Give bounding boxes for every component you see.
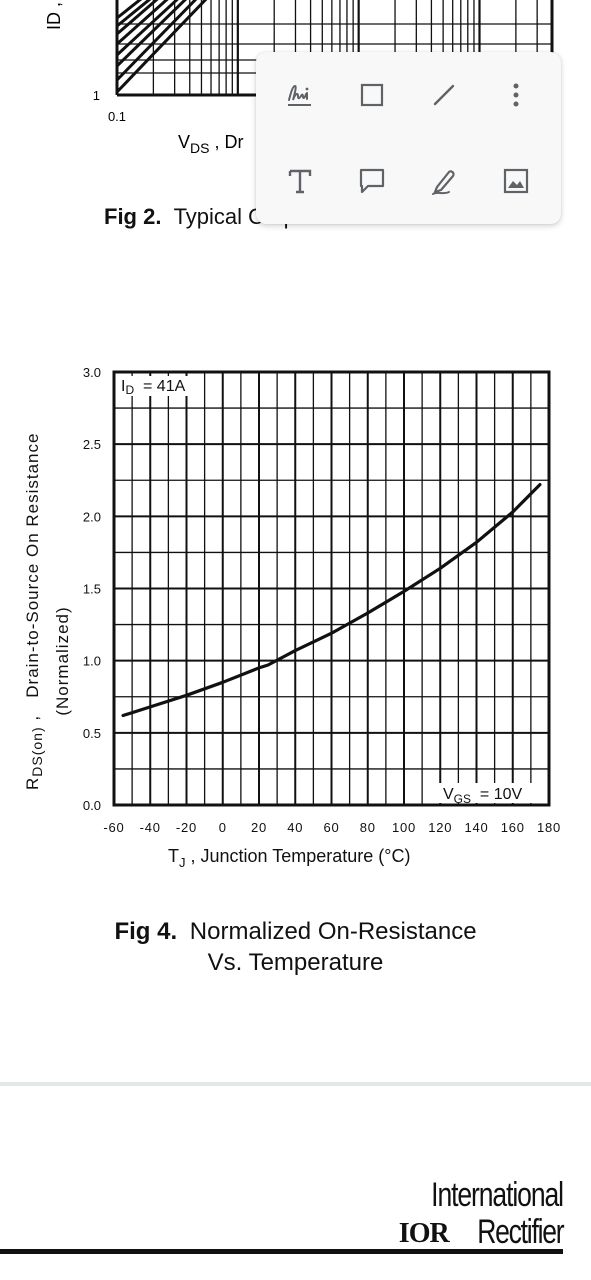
- fig4-plot-frame: [112, 370, 551, 807]
- fig4-y-tick-label: 1.5: [83, 582, 101, 597]
- logo-text-international: International: [431, 1176, 564, 1214]
- fig2-curve: [116, 0, 143, 20]
- fig4-grid: [112, 370, 551, 807]
- fig4-series-line: [121, 482, 542, 718]
- fig4-caption: Fig 4. Normalized On-Resistance Vs. Temp…: [0, 916, 591, 978]
- fig2-curve: [116, 0, 169, 46]
- fig2-curve: [116, 0, 159, 36]
- image-tool-button[interactable]: [492, 157, 540, 205]
- fig2-x-axis-label: VDS , Dr: [178, 132, 243, 156]
- fig4-x-tick-label: 40: [287, 820, 303, 835]
- fig2-y-axis-label: ID ,: [44, 2, 64, 30]
- fig4-x-tick-label: -20: [176, 820, 197, 835]
- fig4-y-tick-labels: 0.0 0.5 1.0 1.5 2.0 2.5 3.0: [83, 365, 101, 813]
- footer-rule: [0, 1249, 563, 1254]
- fig4-x-axis-label: TJ , Junction Temperature (°C): [168, 846, 410, 870]
- rectangle-tool-button[interactable]: [348, 71, 396, 119]
- fig2-curves: [115, 0, 208, 94]
- fig2-curve: [116, 0, 152, 28]
- fig4-x-tick-label: 60: [323, 820, 339, 835]
- fig4-chart: -60 -40 -20 0 20 40 60 80 100 120 140 160 180 0.0 0.5…: [23, 365, 561, 870]
- rectangle-icon: [360, 83, 384, 107]
- fig4-y-tick-label: 2.5: [83, 437, 101, 452]
- logo-text-rectifier: Rectifier: [476, 1213, 564, 1251]
- fig4-x-tick-labels: -60 -40 -20 0 20 40 60 80 100 120 140 160 180: [103, 820, 561, 835]
- line-tool-button[interactable]: [420, 71, 468, 119]
- fig4-x-tick-label: -40: [140, 820, 161, 835]
- page-divider: [0, 1082, 591, 1086]
- fig4-x-tick-label: -60: [103, 820, 124, 835]
- signature-icon: [288, 84, 311, 106]
- fig2-curve: [115, 0, 198, 82]
- fig4-y-tick-label: 3.0: [83, 365, 101, 380]
- company-logo: IOR Rectifier: [398, 1213, 564, 1251]
- fig2-caption-label: Fig 2.: [104, 204, 162, 229]
- fig4-caption-line1: Normalized On-Resistance: [189, 918, 477, 945]
- fig4-x-tick-label: 20: [251, 820, 267, 835]
- pen-tool-button[interactable]: [420, 157, 468, 205]
- fig4-y-tick-label: 0.0: [83, 798, 101, 813]
- fig4-x-tick-label: 80: [360, 820, 376, 835]
- fig4-y-tick-label: 2.0: [83, 509, 101, 524]
- logo-ior-mark: IOR: [398, 1218, 450, 1249]
- text-icon: [288, 169, 312, 194]
- fig4-caption-line2: Vs. Temperature: [207, 949, 384, 976]
- fig4-annotation-id: ID = 41A: [121, 378, 186, 397]
- fig4-x-tick-label: 100: [392, 820, 416, 835]
- fig4-y-axis-label: RDS(on) , Drain-to-Source On Resistance: [23, 433, 45, 790]
- fig2-curve: [115, 0, 179, 57]
- fig4-annotation-vgs: VGS = 10V: [443, 786, 522, 806]
- image-icon: [503, 168, 529, 194]
- fig2-curve: [115, 0, 188, 68]
- fig2-curve: [115, 0, 208, 94]
- fig4-x-tick-label: 0: [219, 820, 227, 835]
- comment-tool-button[interactable]: [348, 157, 396, 205]
- fig4-y-axis-label-line2: (Normalized): [53, 606, 72, 715]
- fig4-caption-label: Fig 4.: [114, 918, 178, 945]
- pen-icon: [432, 170, 455, 195]
- more-options-button[interactable]: [492, 71, 540, 119]
- text-tool-button[interactable]: [276, 157, 324, 205]
- fig4-x-tick-label: 160: [501, 820, 525, 835]
- annotation-toolbar: [256, 52, 561, 224]
- fig4-y-tick-label: 0.5: [83, 726, 101, 741]
- fig4-x-tick-label: 140: [464, 820, 488, 835]
- fig2-x-tick-0-1: 0.1: [108, 109, 126, 124]
- fig2-y-tick-1: 1: [93, 88, 100, 103]
- fig4-x-tick-label: 120: [428, 820, 452, 835]
- fig4-y-tick-label: 1.0: [83, 654, 101, 669]
- comment-icon: [359, 168, 385, 194]
- fig4-x-tick-label: 180: [537, 820, 561, 835]
- more-vert-icon: [513, 83, 519, 107]
- line-icon: [433, 84, 455, 106]
- signature-tool-button[interactable]: [276, 71, 324, 119]
